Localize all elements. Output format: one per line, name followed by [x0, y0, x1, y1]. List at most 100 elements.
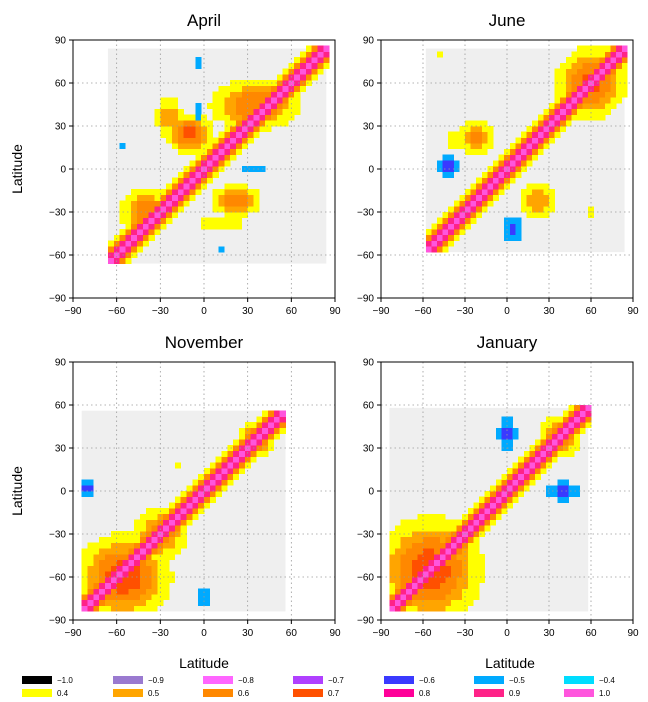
heatmap-cell	[247, 200, 254, 207]
heatmap-cell	[276, 91, 283, 98]
heatmap-cell	[247, 131, 254, 138]
heatmap-cell	[476, 137, 483, 144]
heatmap-cell	[105, 588, 112, 595]
heatmap-cell	[198, 473, 205, 480]
heatmap-cell	[131, 252, 138, 259]
heatmap-cell	[515, 137, 522, 144]
heatmap-cell	[221, 456, 228, 463]
legend-label: −0.6	[419, 676, 435, 685]
heatmap-cell	[215, 491, 222, 498]
legend-swatch	[384, 689, 414, 697]
heatmap-cell	[107, 240, 115, 247]
heatmap-cell	[411, 571, 418, 578]
heatmap-cell	[236, 108, 243, 115]
heatmap-cell	[448, 212, 455, 219]
heatmap-cell	[389, 565, 396, 572]
heatmap-cell	[400, 519, 407, 526]
heatmap-cell	[183, 177, 190, 184]
heatmap-cell	[621, 51, 628, 58]
heatmap-cell	[125, 194, 132, 201]
heatmap-cell	[521, 148, 527, 155]
heatmap-cell	[459, 131, 466, 138]
heatmap-cell	[400, 548, 407, 555]
heatmap-cell	[462, 577, 469, 584]
heatmap-cell	[411, 577, 418, 584]
heatmap-cell	[317, 51, 324, 58]
heatmap-cell	[462, 588, 469, 595]
heatmap-cell	[279, 410, 286, 417]
heatmap-cell	[145, 599, 152, 606]
heatmap-cell	[563, 427, 569, 434]
heatmap-cell	[166, 97, 173, 104]
heatmap-cell	[501, 502, 508, 509]
y-tick-label: −90	[49, 294, 66, 305]
x-tick-label: 0	[504, 306, 510, 317]
heatmap-cell	[250, 439, 257, 446]
heatmap-cell	[116, 582, 123, 589]
heatmap-cell	[467, 577, 474, 584]
heatmap-cell	[537, 114, 544, 121]
heatmap-cell	[577, 45, 583, 52]
heatmap-cell	[253, 206, 260, 213]
heatmap-cell	[487, 126, 494, 133]
heatmap-cell	[241, 85, 248, 92]
heatmap-cell	[577, 57, 583, 64]
x-tick-label: 0	[504, 628, 510, 639]
heatmap-cell	[139, 519, 147, 526]
heatmap-cell	[439, 605, 446, 612]
heatmap-cell	[507, 445, 513, 452]
heatmap-cell	[93, 599, 100, 606]
heatmap-cell	[507, 485, 513, 492]
heatmap-cell	[151, 565, 158, 572]
heatmap-cell	[451, 548, 457, 555]
heatmap-cell	[406, 571, 413, 578]
heatmap-cell	[116, 588, 123, 595]
heatmap-cell	[481, 126, 488, 133]
heatmap-cell	[311, 51, 318, 58]
heatmap-cell	[389, 559, 396, 566]
heatmap-cell	[462, 536, 469, 543]
heatmap-cell	[227, 450, 234, 457]
heatmap-cell	[180, 491, 187, 498]
heatmap-cell	[439, 594, 446, 601]
heatmap-cell	[453, 217, 460, 224]
heatmap-cell	[479, 519, 485, 526]
heatmap-cell	[151, 605, 158, 612]
heatmap-cell	[406, 577, 413, 584]
heatmap-cell	[107, 246, 115, 253]
heatmap-cell	[490, 496, 497, 503]
heatmap-cell	[253, 200, 260, 207]
heatmap-cell	[515, 223, 522, 230]
heatmap-cell	[490, 513, 497, 520]
heatmap-cell	[116, 594, 123, 601]
heatmap-cell	[230, 206, 237, 213]
heatmap-cell	[206, 126, 214, 133]
heatmap-cell	[323, 62, 330, 69]
heatmap-cell	[526, 183, 533, 190]
heatmap-cell	[565, 57, 572, 64]
heatmap-cell	[110, 582, 117, 589]
heatmap-cell	[288, 108, 295, 115]
heatmap-cell	[230, 131, 237, 138]
heatmap-cell	[142, 194, 149, 201]
heatmap-cell	[105, 571, 112, 578]
heatmap-cell	[247, 137, 254, 144]
heatmap-cell	[273, 410, 280, 417]
x-tick-label: −60	[415, 628, 432, 639]
heatmap-cell	[453, 200, 460, 207]
heatmap-cell	[537, 148, 544, 155]
heatmap-cell	[163, 536, 170, 543]
heatmap-cell	[616, 85, 623, 92]
y-tick-label: −60	[357, 573, 374, 584]
heatmap-cell	[582, 80, 589, 87]
heatmap-cell	[560, 97, 567, 104]
heatmap-cell	[177, 126, 184, 133]
heatmap-cell	[428, 519, 435, 526]
heatmap-cell	[270, 85, 278, 92]
heatmap-cell	[236, 114, 243, 121]
heatmap-cell	[400, 599, 407, 606]
heatmap-cell	[395, 554, 401, 561]
heatmap-cell	[195, 148, 202, 155]
heatmap-cell	[406, 548, 413, 555]
heatmap-cell	[582, 103, 589, 110]
